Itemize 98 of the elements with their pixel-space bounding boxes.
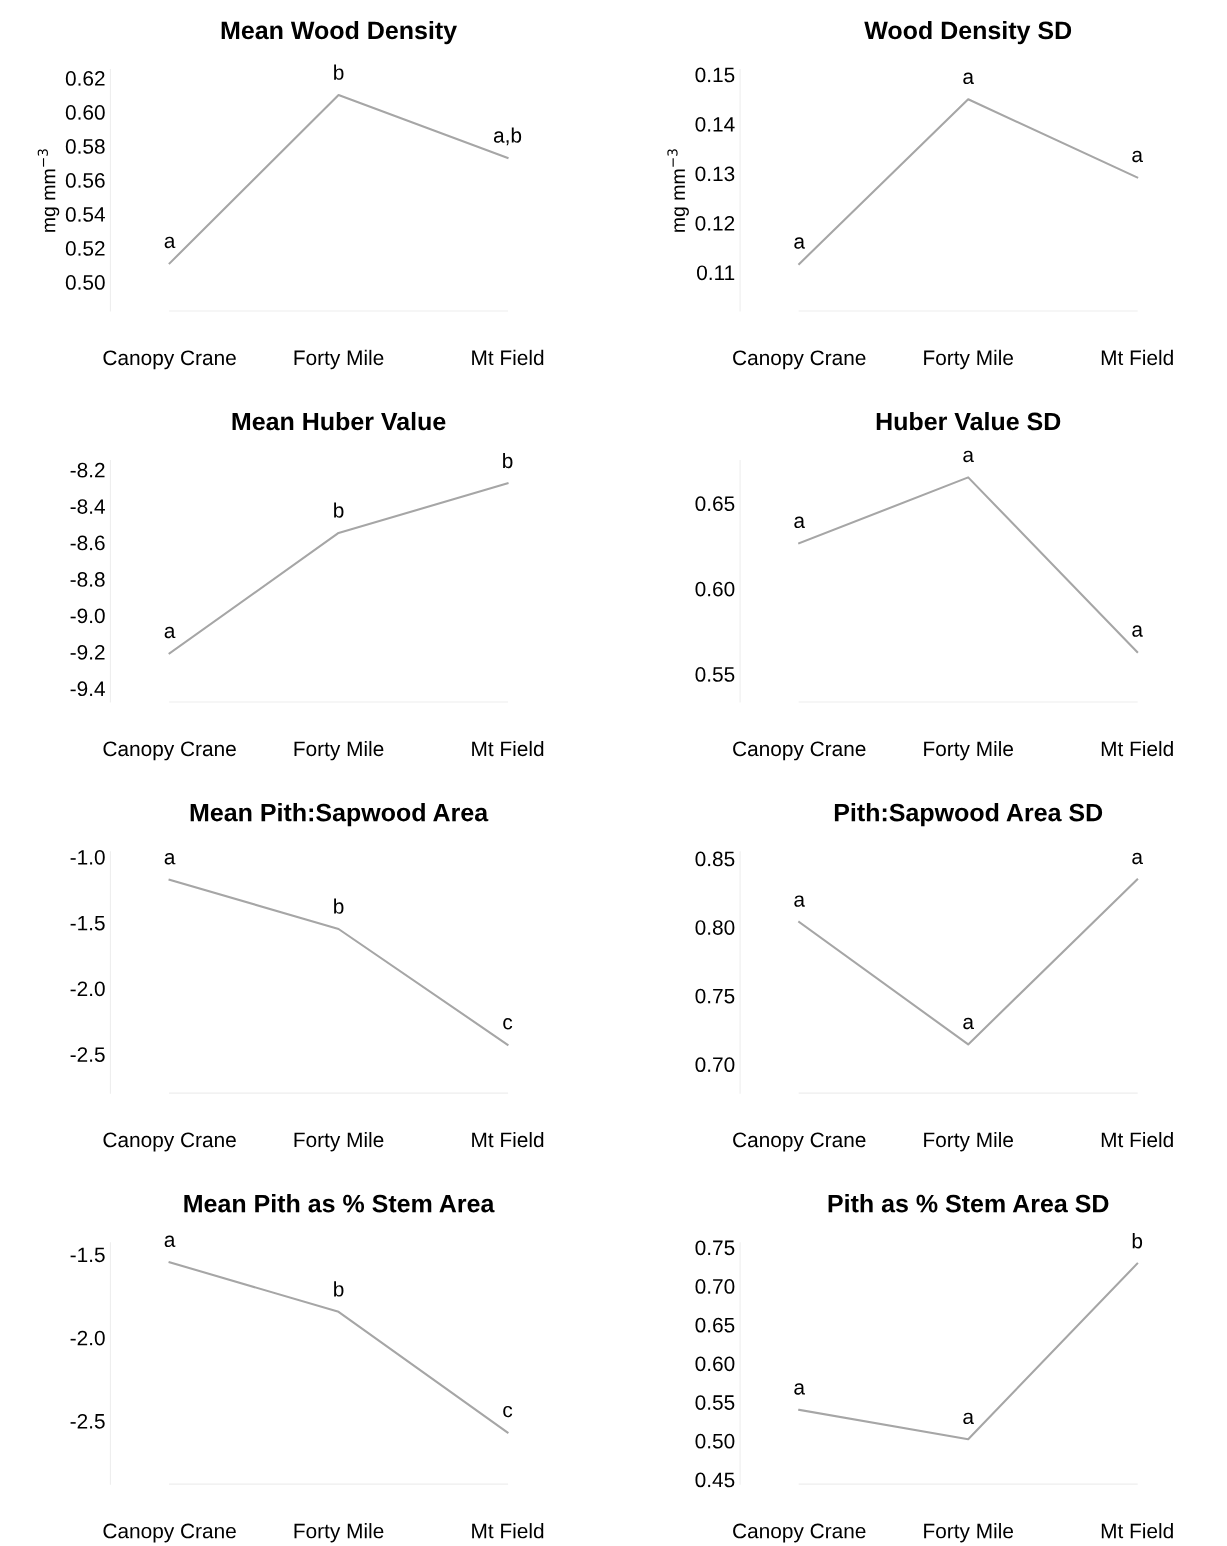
annotation: a — [794, 895, 805, 907]
x-tick-label: Mt Field — [1101, 349, 1173, 366]
y-tick-label: -9.4 — [70, 681, 105, 697]
annotation: a — [164, 626, 176, 639]
annotation: a — [963, 450, 974, 463]
annotation: b — [334, 502, 344, 518]
x-tick-label: Forty Mile — [294, 1131, 384, 1152]
x-tick-label: Mt Field — [472, 1523, 544, 1539]
annotation: a — [1132, 852, 1143, 865]
annotation: b — [334, 898, 344, 914]
y-axis-title: mg mm$^{−3}$ — [37, 149, 60, 232]
annotation: b — [1132, 1233, 1143, 1249]
annotation: b — [503, 452, 513, 469]
y-tick-label: 0.50 — [65, 275, 105, 290]
annotation: a — [794, 516, 805, 529]
y-tick-label: 0.11 — [697, 265, 735, 281]
y-tick-label: 0.65 — [695, 496, 735, 512]
x-tick-label: Mt Field — [472, 349, 544, 366]
annotation: a — [963, 1017, 974, 1030]
x-tick-label: Canopy Crane — [103, 1132, 236, 1152]
y-tick-label: 0.55 — [695, 1395, 735, 1410]
x-tick-label: Mt Field — [472, 740, 544, 757]
chart-title: Pith:Sapwood Area SD — [834, 803, 1103, 827]
chart-title: Mean Pith:Sapwood Area — [190, 803, 489, 827]
x-tick-label: Mt Field — [1101, 740, 1173, 757]
y-tick-label: 0.75 — [695, 988, 735, 1004]
y-tick-label: 0.52 — [65, 241, 105, 256]
x-tick-label: Forty Mile — [924, 1523, 1013, 1543]
y-tick-label: -9.2 — [70, 644, 105, 660]
x-tick-label: Canopy Crane — [103, 1523, 236, 1543]
x-tick-label: Mt Field — [1101, 1131, 1173, 1148]
y-tick-label: 0.80 — [695, 920, 735, 935]
y-tick-label: 0.12 — [695, 215, 735, 231]
chart-title: Mean Pith as % Stem Area — [184, 1194, 495, 1213]
y-tick-label: -2.0 — [70, 981, 105, 997]
annotation: a — [794, 1383, 805, 1395]
annotation: a — [164, 236, 176, 249]
y-tick-label: 0.75 — [695, 1240, 735, 1256]
chart-title: Huber Value SD — [876, 411, 1061, 431]
y-tick-label: -8.4 — [70, 499, 105, 514]
chart-title: Mean Wood Density — [221, 20, 457, 45]
x-tick-label: Canopy Crane — [733, 741, 866, 761]
y-tick-label: 0.60 — [695, 1356, 735, 1372]
y-tick-label: -8.8 — [70, 572, 105, 587]
x-tick-label: Mt Field — [472, 1131, 544, 1148]
y-tick-label: 0.56 — [65, 173, 105, 188]
x-tick-label: Canopy Crane — [103, 741, 236, 761]
y-tick-label: 0.70 — [695, 1279, 735, 1294]
y-tick-label: -8.6 — [70, 535, 105, 551]
y-tick-label: 0.13 — [695, 166, 735, 182]
x-tick-label: Canopy Crane — [733, 1523, 866, 1543]
annotation: a — [963, 72, 974, 85]
x-tick-label: Forty Mile — [294, 349, 384, 370]
y-tick-label: 0.62 — [65, 71, 105, 86]
annotation: a — [963, 1412, 974, 1425]
y-tick-label: 0.85 — [695, 851, 735, 867]
annotation: b — [334, 1281, 344, 1297]
y-tick-label: -1.5 — [70, 915, 105, 931]
x-tick-label: Canopy Crane — [733, 1132, 866, 1152]
y-tick-label: 0.58 — [65, 139, 105, 154]
y-tick-label: -2.5 — [70, 1413, 105, 1429]
y-tick-label: 0.60 — [65, 105, 105, 120]
x-tick-label: Canopy Crane — [103, 350, 236, 370]
y-tick-label: 0.65 — [695, 1317, 735, 1333]
y-tick-label: 0.54 — [65, 207, 105, 222]
annotation: b — [334, 64, 344, 80]
x-tick-label: Canopy Crane — [733, 350, 866, 370]
chart-title: Pith as % Stem Area SD — [828, 1194, 1109, 1213]
y-tick-label: -2.0 — [70, 1330, 105, 1346]
y-tick-label: -8.2 — [70, 462, 105, 478]
y-tick-label: 0.15 — [695, 67, 735, 83]
y-tick-label: 0.55 — [695, 667, 735, 682]
y-tick-label: 0.60 — [695, 581, 735, 597]
y-tick-label: -1.5 — [70, 1247, 105, 1263]
y-tick-label: -9.0 — [70, 608, 105, 624]
x-tick-label: Forty Mile — [924, 1131, 1013, 1152]
annotation: a — [164, 853, 176, 865]
annotation: a — [1132, 625, 1143, 637]
annotation: a — [794, 237, 805, 249]
annotation: c — [503, 1018, 513, 1030]
y-tick-label: 0.45 — [695, 1472, 735, 1488]
y-tick-label: 0.70 — [695, 1057, 735, 1073]
y-axis-title: mg mm$^{−3}$ — [667, 149, 689, 232]
y-tick-label: 0.50 — [695, 1433, 735, 1449]
x-tick-label: Mt Field — [1101, 1523, 1173, 1539]
x-tick-label: Forty Mile — [924, 740, 1013, 761]
x-tick-label: Forty Mile — [924, 349, 1013, 370]
y-tick-label: -2.5 — [70, 1047, 105, 1062]
x-tick-label: Forty Mile — [294, 740, 384, 761]
x-tick-label: Forty Mile — [294, 1523, 384, 1543]
annotation: c — [503, 1405, 513, 1418]
annotation: a,b — [493, 127, 522, 146]
annotation: a — [1132, 150, 1143, 163]
chart-title: Mean Huber Value — [232, 411, 446, 431]
annotation: a — [164, 1235, 176, 1248]
y-tick-label: -1.0 — [70, 849, 105, 865]
chart-title: Wood Density SD — [864, 20, 1072, 45]
y-tick-label: 0.14 — [695, 116, 735, 132]
